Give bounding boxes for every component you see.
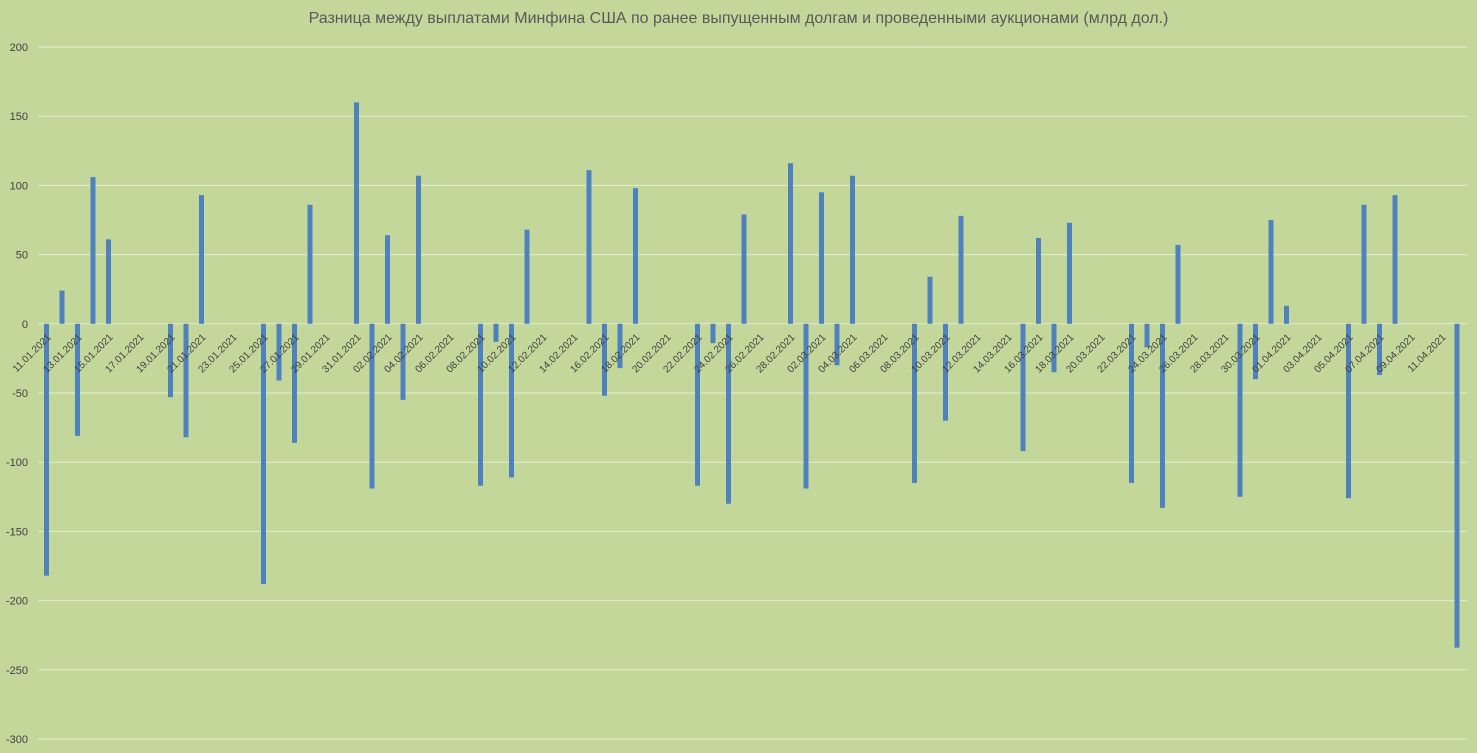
bar (1067, 222, 1072, 324)
bar (509, 323, 514, 478)
bar (354, 102, 359, 324)
bar (850, 175, 855, 324)
y-tick-label: -50 (12, 388, 28, 400)
bar (1129, 323, 1134, 483)
bar (369, 323, 375, 489)
bar (1268, 220, 1274, 324)
bar (803, 323, 809, 489)
bar (59, 290, 65, 324)
bar (1051, 323, 1057, 373)
bar (710, 323, 716, 344)
y-tick-label: -250 (6, 665, 28, 677)
bar (617, 323, 623, 369)
bar (292, 323, 297, 443)
bar (927, 276, 933, 324)
bar (1237, 323, 1243, 497)
bars (44, 102, 1460, 648)
y-tick-label: 200 (10, 42, 28, 54)
y-tick-label: 0 (22, 319, 28, 331)
bar (602, 323, 607, 396)
y-tick-label: -100 (6, 457, 28, 469)
bar (1346, 323, 1351, 499)
bar (1284, 305, 1289, 324)
bar (1144, 323, 1150, 348)
bar (44, 323, 49, 576)
bar (819, 192, 824, 324)
bar (912, 323, 917, 483)
bar (75, 323, 80, 436)
bar (183, 323, 189, 438)
y-tick-label: 100 (10, 180, 28, 192)
bar (1036, 237, 1041, 324)
bar (400, 323, 406, 400)
bar (524, 229, 530, 324)
bar (834, 323, 840, 366)
y-tick-label: 150 (10, 111, 28, 123)
bar (1253, 323, 1258, 380)
bar (1377, 323, 1382, 376)
bar (633, 188, 638, 324)
bar (586, 170, 592, 324)
bar (1160, 323, 1165, 508)
chart-title: Разница между выплатами Минфина США по р… (308, 10, 1169, 27)
bar (106, 239, 111, 324)
bar (1392, 195, 1398, 324)
bar (276, 323, 282, 381)
y-axis: 200 150 100 50 0 -50 -100 -150 -200 -250 -300 (6, 42, 28, 746)
bar (493, 323, 499, 342)
bar (385, 235, 390, 324)
bar (168, 323, 173, 398)
bar (416, 175, 421, 324)
bar (726, 323, 731, 504)
bar (478, 323, 483, 486)
bar (695, 323, 700, 486)
y-tick-label: 50 (16, 250, 28, 262)
bar (1175, 244, 1181, 324)
y-tick-label: -200 (6, 596, 28, 608)
bar (307, 204, 313, 324)
y-tick-label: -300 (6, 734, 28, 746)
bar (199, 195, 204, 324)
bar (958, 215, 964, 324)
bar (90, 177, 96, 324)
bar (261, 323, 266, 584)
bar (741, 214, 747, 324)
gridlines (38, 46, 1467, 740)
bar (1361, 204, 1367, 324)
bar (788, 163, 793, 324)
bar (1454, 323, 1460, 648)
bar (943, 323, 948, 421)
bar (1020, 323, 1026, 452)
y-tick-label: -150 (6, 526, 28, 538)
